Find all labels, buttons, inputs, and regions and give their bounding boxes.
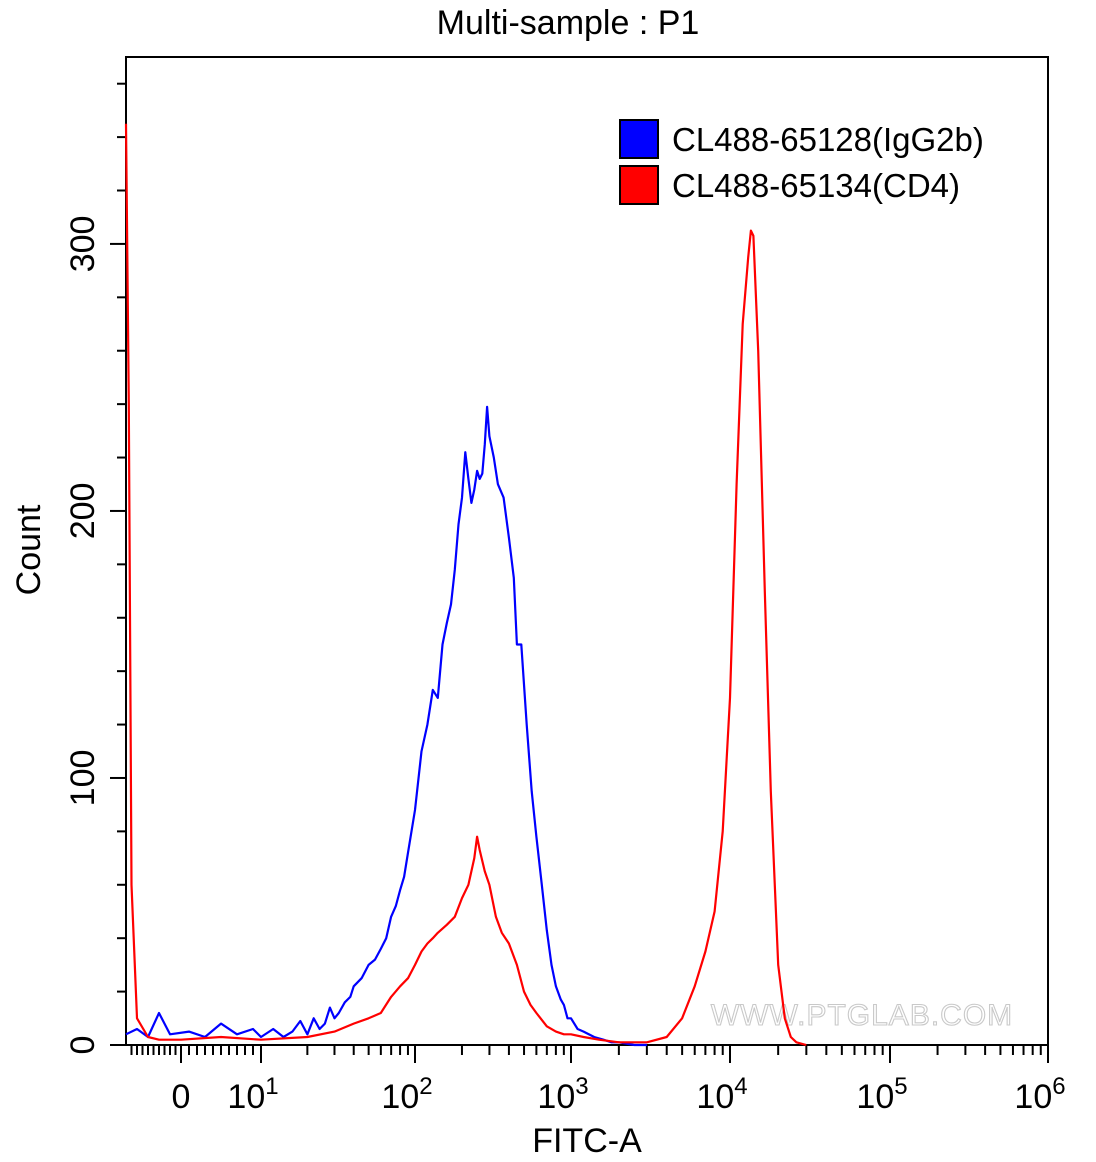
legend: CL488-65128(IgG2b) CL488-65134(CD4) <box>619 119 984 205</box>
x-tick-label: 102 <box>381 1073 432 1116</box>
y-tick-label: 200 <box>64 483 102 540</box>
x-tick-label: 105 <box>856 1073 907 1116</box>
legend-swatch-2 <box>619 165 659 205</box>
x-tick-label: 101 <box>227 1073 278 1116</box>
plot-frame <box>125 56 1049 1046</box>
y-tick-label: 100 <box>64 750 102 807</box>
x-tick-label: 103 <box>537 1073 588 1116</box>
x-tick-label: 0 <box>172 1078 191 1116</box>
series-line-2 <box>124 123 807 1047</box>
y-axis: 0 100 200 300 <box>64 82 126 1055</box>
y-tick-label: 300 <box>64 216 102 273</box>
legend-label-1: CL488-65128(IgG2b) <box>672 121 984 158</box>
x-axis: 0 101 102 103 104 105 106 <box>130 1045 1066 1116</box>
watermark-text: WWW.PTGLAB.COM <box>711 999 1013 1032</box>
y-axis-label: Count <box>10 504 48 595</box>
x-tick-label: 104 <box>696 1073 747 1116</box>
legend-label-2: CL488-65134(CD4) <box>672 167 960 204</box>
x-axis-label: FITC-A <box>532 1122 642 1160</box>
y-tick-label: 0 <box>64 1036 102 1055</box>
chart-title: Multi-sample : P1 <box>437 4 700 42</box>
series-line-1 <box>125 405 647 1047</box>
legend-swatch-1 <box>619 119 659 159</box>
series-layer <box>124 123 807 1047</box>
x-tick-label: 106 <box>1014 1073 1065 1116</box>
